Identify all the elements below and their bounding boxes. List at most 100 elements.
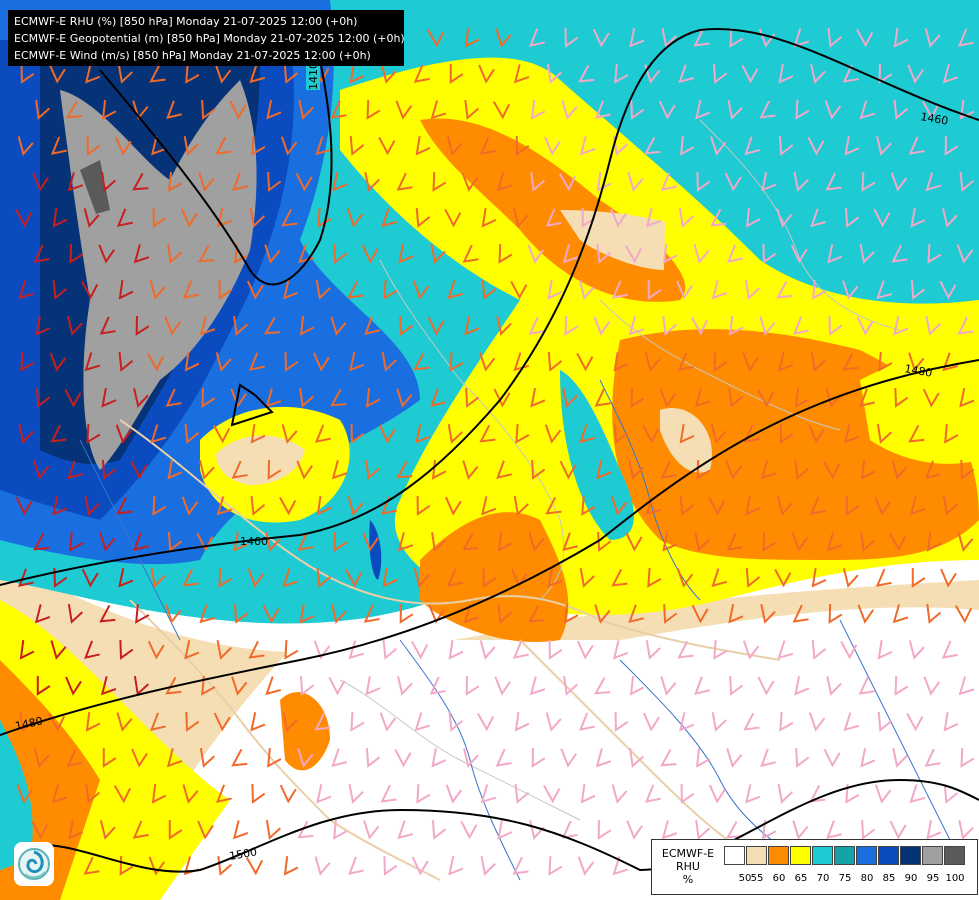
wind-barb: [578, 64, 595, 83]
wind-barb: [18, 280, 35, 300]
wind-barb: [743, 712, 760, 731]
wind-barb: [530, 388, 546, 408]
wind-barb: [708, 784, 726, 804]
wind-barb: [99, 604, 116, 623]
wind-barb: [828, 315, 843, 336]
legend-tick: 100: [945, 873, 965, 884]
wind-barb: [861, 819, 876, 840]
wind-barb: [198, 172, 215, 192]
wind-barb: [878, 63, 893, 84]
wind-barb: [793, 172, 809, 192]
wind-barb: [314, 856, 331, 876]
wind-barb: [215, 136, 232, 155]
wind-barb: [628, 460, 644, 480]
wind-barb: [924, 748, 941, 767]
wind-barb: [316, 495, 332, 516]
wind-barb: [284, 639, 299, 660]
wind-barb: [791, 532, 809, 552]
contour-label-1410: 1410: [307, 62, 320, 90]
wind-barb: [807, 136, 825, 156]
wind-barb: [577, 856, 595, 876]
wind-barb: [561, 820, 578, 839]
wind-barb: [445, 784, 463, 804]
wind-barb: [808, 424, 825, 444]
wind-barb: [415, 424, 431, 444]
wind-barb: [662, 243, 678, 264]
wind-barb: [165, 604, 182, 624]
wind-barb: [892, 748, 908, 768]
wind-barb: [792, 820, 809, 840]
wind-barb: [677, 352, 694, 371]
wind-barb: [942, 64, 959, 84]
wind-barb: [164, 316, 181, 336]
wind-barb: [959, 99, 975, 120]
wind-barb: [249, 208, 265, 228]
wind-barb: [16, 784, 34, 804]
wind-barb: [165, 676, 182, 695]
legend-swatch: [834, 846, 855, 865]
wind-barb: [759, 100, 776, 119]
wind-barb: [426, 29, 445, 48]
wind-barb: [713, 639, 728, 660]
wind-barb: [233, 315, 249, 336]
wind-barb: [611, 280, 628, 299]
wind-barb: [927, 243, 942, 264]
wind-barb: [629, 747, 645, 768]
legend-title: ECMWF-E RHU %: [654, 847, 722, 886]
wind-barb: [779, 711, 794, 732]
wind-barb: [660, 460, 677, 479]
wind-barb: [626, 820, 643, 840]
wind-barb: [84, 496, 100, 516]
wind-barb: [347, 496, 364, 516]
wind-barb: [893, 316, 909, 336]
wind-barb: [742, 352, 759, 372]
wind-barb: [267, 459, 282, 480]
wind-barb: [578, 280, 595, 300]
wind-barb: [361, 244, 379, 264]
legend-swatch: [768, 846, 789, 865]
wind-barb: [116, 496, 133, 515]
wind-barb: [33, 532, 50, 551]
wind-barb: [658, 100, 676, 120]
wind-barb: [544, 136, 561, 156]
wind-barb: [249, 64, 266, 84]
wind-barb: [795, 747, 810, 768]
wind-barb: [777, 784, 793, 804]
wind-barb: [761, 819, 777, 840]
wind-barb: [396, 388, 413, 408]
wind-barb: [844, 207, 860, 228]
wind-barb: [152, 495, 167, 516]
wind-barb: [462, 533, 479, 551]
legend-swatch: [944, 846, 965, 865]
wind-barb: [644, 784, 661, 803]
wind-barb: [181, 496, 199, 516]
wind-barb: [52, 496, 68, 516]
wind-barb: [49, 352, 67, 372]
wind-barb: [184, 351, 200, 372]
wind-barb: [248, 352, 265, 371]
wind-barb: [198, 245, 215, 263]
wind-barb: [64, 388, 82, 408]
wind-barb: [330, 100, 347, 119]
wind-barb: [762, 243, 777, 264]
wind-barb: [530, 99, 546, 120]
wind-barb: [431, 748, 447, 768]
wind-barb: [562, 244, 579, 264]
wind-barb: [691, 604, 709, 624]
wind-barb: [859, 388, 875, 407]
wind-barb: [313, 640, 331, 660]
wind-barb: [660, 749, 677, 767]
wind-barb: [180, 208, 198, 228]
wind-barb: [711, 280, 728, 300]
wind-barb: [32, 172, 49, 192]
wind-barb: [133, 532, 150, 552]
wind-barb: [642, 712, 660, 732]
wind-barb: [350, 711, 365, 732]
header-line-rhu: ECMWF-E RHU (%) [850 hPa] Monday 21-07-2…: [14, 15, 358, 28]
wind-barb: [19, 711, 35, 732]
wind-barb: [84, 352, 101, 372]
wind-barb: [332, 172, 348, 192]
wind-barb: [498, 243, 513, 264]
wind-barb: [215, 352, 232, 372]
